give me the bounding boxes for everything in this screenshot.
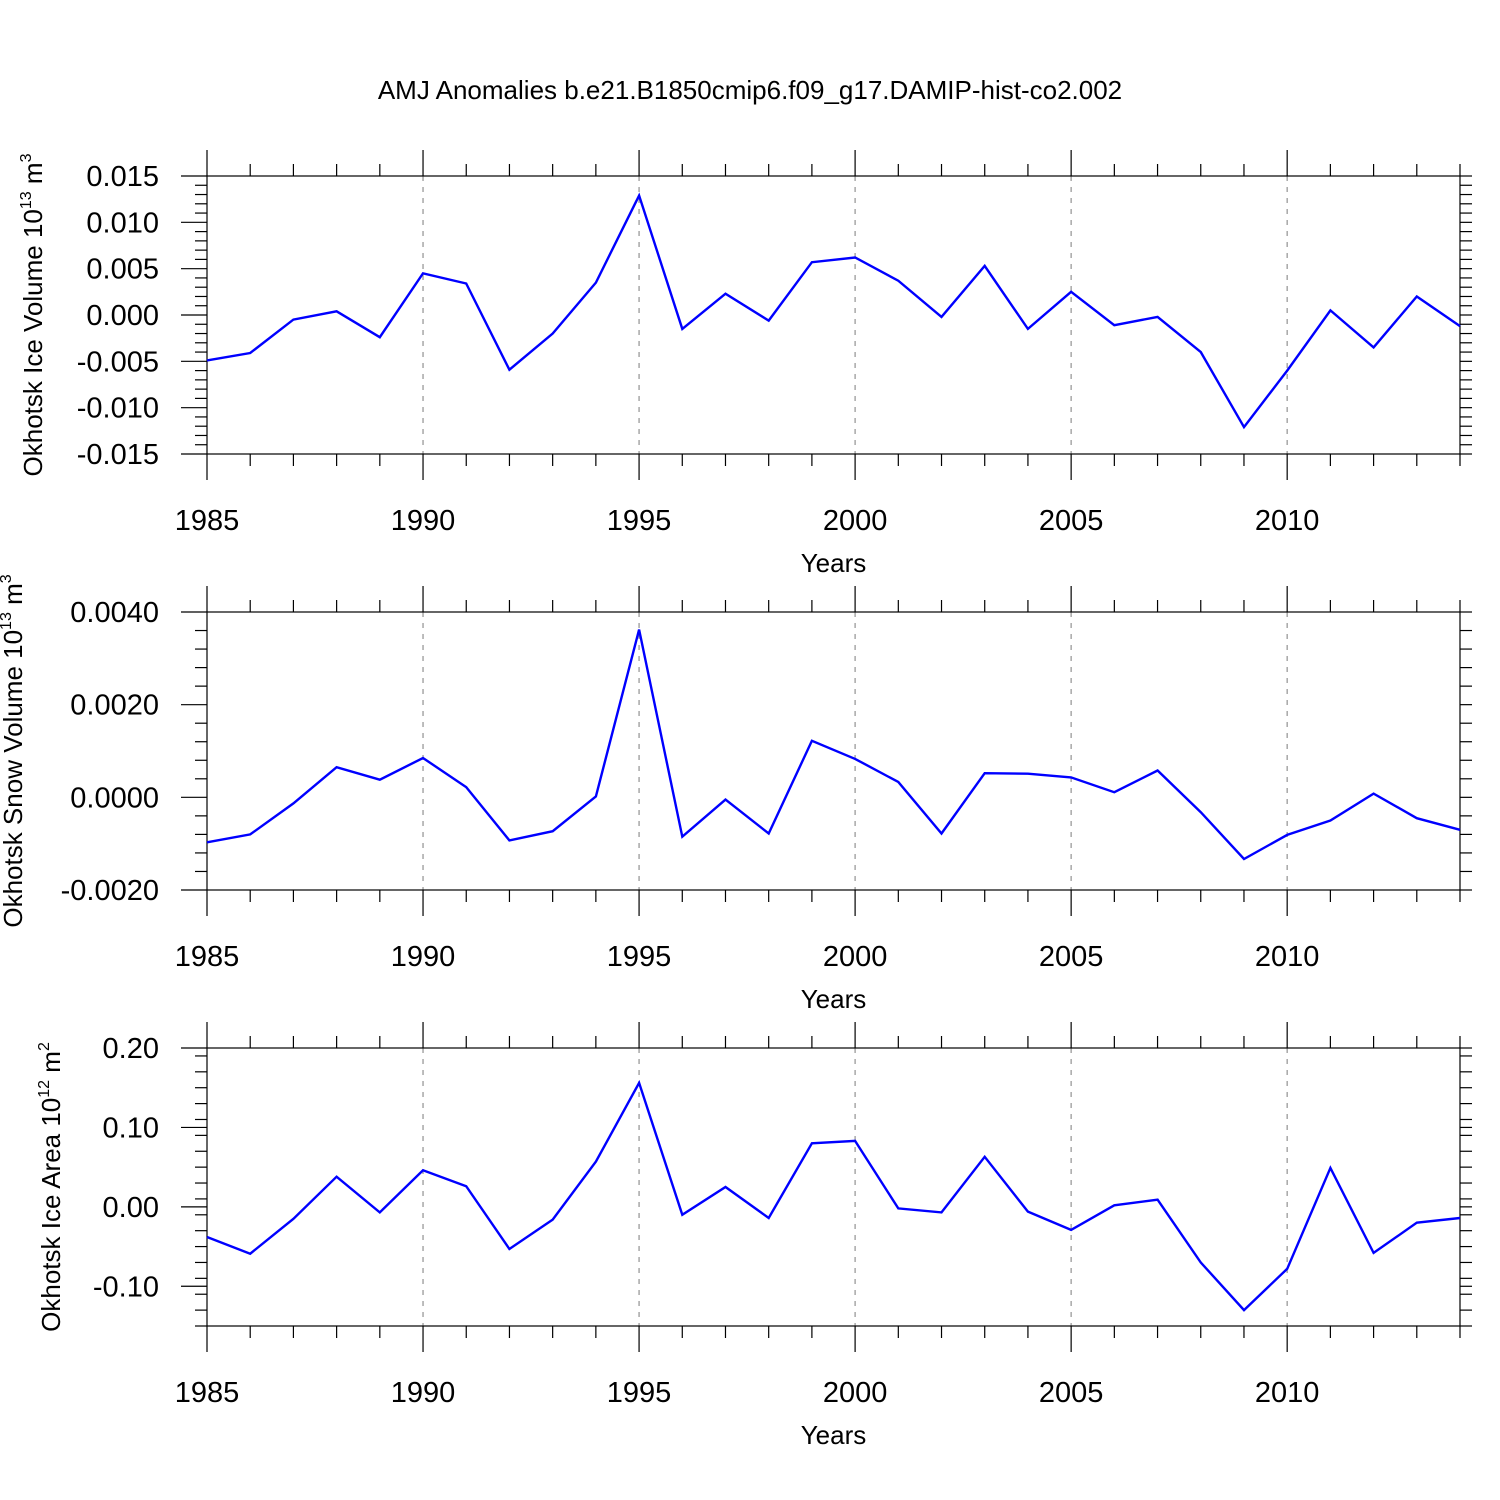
y-tick-label: 0.0000 <box>70 782 159 814</box>
y-tick-label: -0.0020 <box>61 875 159 907</box>
x-axis-title: Years <box>801 984 867 1014</box>
plot-frame <box>206 611 1461 891</box>
y-tick-label: 0.00 <box>103 1192 159 1224</box>
x-tick-label: 1990 <box>391 505 456 537</box>
y-tick-label: 0.015 <box>86 161 159 193</box>
y-tick-label: -0.015 <box>77 439 159 471</box>
y-tick-label: 0.0040 <box>70 597 159 629</box>
chart-panel-1: 1985 1990 1995 2000 2005 2010 0.015 0.010 0.005 0… <box>18 150 1472 578</box>
x-axis-title: Years <box>801 548 867 578</box>
x-tick-label: 1995 <box>607 505 672 537</box>
x-tick-label: 1985 <box>175 941 240 973</box>
data-series-line <box>206 629 1461 861</box>
y-tick-label: 0.000 <box>86 300 159 332</box>
y-axis-title-superscript: 12 <box>36 1080 53 1098</box>
x-tick-label: 1990 <box>391 941 456 973</box>
y-axis-title-superscript: 2 <box>36 1042 53 1051</box>
y-tick-label: -0.005 <box>77 346 159 378</box>
y-axis-title-superscript: 13 <box>18 191 35 209</box>
y-axis-title-text: Okhotsk Snow Volume 10 <box>0 630 28 928</box>
x-tick-label: 1995 <box>607 941 672 973</box>
x-tick-label: 1985 <box>175 505 240 537</box>
x-tick-label: 2010 <box>1255 941 1320 973</box>
chart-panel-2: 1985 1990 1995 2000 2005 2010 0.0040 0.0020 0.00… <box>0 574 1472 1014</box>
chart-panel-3: 1985 1990 1995 2000 2005 2010 0.20 0.10 0.00 -0.1… <box>36 1022 1472 1450</box>
x-tick-label: 2000 <box>823 941 888 973</box>
y-axis-title-text: m <box>0 583 28 612</box>
data-series-line <box>206 192 1461 430</box>
x-axis-title: Years <box>801 1420 867 1450</box>
y-axis-title: Okhotsk Snow Volume 1013 m3 <box>0 574 28 927</box>
y-tick-label: -0.10 <box>93 1271 159 1303</box>
x-tick-label: 1990 <box>391 1377 456 1409</box>
y-axis-title: Okhotsk Ice Area 1012 m2 <box>36 1042 66 1332</box>
y-axis-title-text: Okhotsk Ice Volume 10 <box>18 209 48 476</box>
x-tick-label: 2000 <box>823 1377 888 1409</box>
chart-title: AMJ Anomalies b.e21.B1850cmip6.f09_g17.D… <box>378 75 1122 105</box>
x-tick-label: 2010 <box>1255 505 1320 537</box>
y-axis-title-text: Okhotsk Ice Area 10 <box>36 1098 66 1332</box>
x-tick-label: 2005 <box>1039 505 1104 537</box>
y-tick-label: 0.0020 <box>70 690 159 722</box>
y-axis-title-text: m <box>18 162 48 191</box>
y-tick-label: 0.20 <box>103 1033 159 1065</box>
y-axis-title-text: m <box>36 1051 66 1080</box>
y-tick-label: 0.005 <box>86 254 159 286</box>
plot-frame <box>206 1047 1461 1327</box>
x-tick-label: 2005 <box>1039 1377 1104 1409</box>
x-tick-label: 1995 <box>607 1377 672 1409</box>
y-axis-title-superscript: 3 <box>0 574 15 583</box>
data-series-line <box>206 1079 1461 1312</box>
y-axis-title: Okhotsk Ice Volume 1013 m3 <box>18 153 48 476</box>
x-tick-label: 1985 <box>175 1377 240 1409</box>
y-tick-label: 0.10 <box>103 1112 159 1144</box>
x-tick-label: 2005 <box>1039 941 1104 973</box>
x-tick-label: 2000 <box>823 505 888 537</box>
y-tick-label: 0.010 <box>86 207 159 239</box>
y-axis-title-superscript: 3 <box>18 153 35 162</box>
y-axis-title-superscript: 13 <box>0 612 15 630</box>
x-tick-label: 2010 <box>1255 1377 1320 1409</box>
y-tick-label: -0.010 <box>77 393 159 425</box>
